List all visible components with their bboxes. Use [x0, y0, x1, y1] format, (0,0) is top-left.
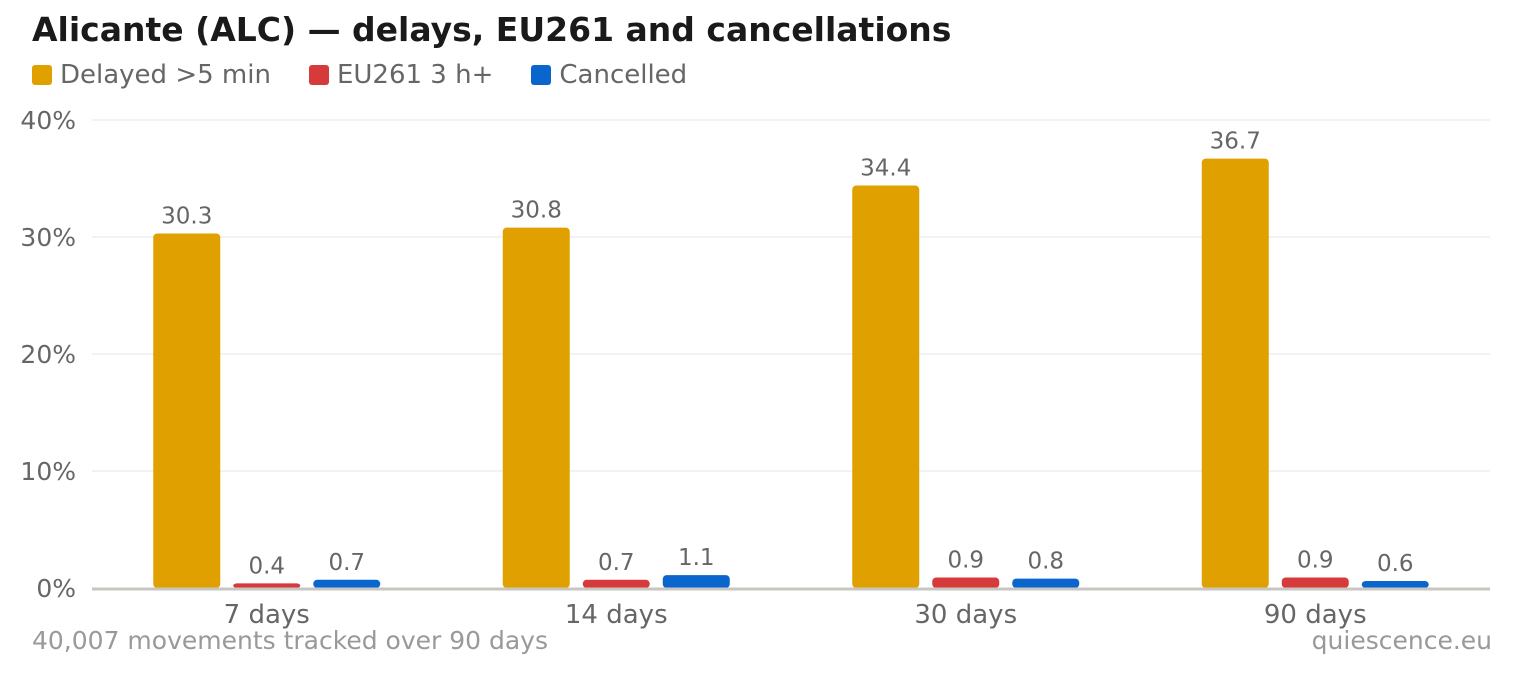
bar: [852, 185, 920, 588]
legend-swatch: [32, 65, 52, 85]
y-tick-label: 20%: [20, 340, 76, 369]
x-tick-label: 30 days: [914, 600, 1017, 630]
data-label: 0.7: [598, 550, 635, 576]
bar: [1012, 578, 1080, 588]
data-label: 0.7: [328, 550, 365, 576]
bar: [233, 583, 301, 588]
source-label: quiescence.eu: [1311, 626, 1492, 655]
legend-item: EU261 3 h+: [308, 60, 494, 90]
data-label: 0.9: [947, 547, 984, 573]
legend-label: Delayed >5 min: [60, 60, 271, 90]
y-tick-label: 30%: [20, 223, 76, 252]
data-label: 0.9: [1297, 547, 1334, 573]
chart-title: Alicante (ALC) — delays, EU261 and cance…: [32, 10, 952, 49]
legend-item: Cancelled: [531, 60, 687, 90]
y-tick-label: 0%: [36, 574, 76, 603]
bar: [502, 227, 570, 588]
bar: [662, 575, 730, 588]
x-tick-label: 90 days: [1264, 600, 1367, 630]
data-label: 0.4: [248, 553, 285, 579]
legend-swatch: [531, 65, 552, 85]
bar: [153, 233, 221, 589]
legend-label: Cancelled: [559, 60, 688, 90]
bar: [313, 579, 381, 588]
bar: [582, 579, 650, 588]
legend-item: Delayed >5 min: [32, 60, 271, 90]
x-tick-label: 14 days: [565, 600, 668, 630]
data-label: 36.7: [1210, 129, 1261, 155]
x-tick-label: 7 days: [224, 600, 310, 630]
data-label: 34.4: [860, 156, 911, 182]
data-label: 1.1: [678, 545, 715, 571]
bar: [932, 577, 1000, 588]
data-label: 30.3: [161, 203, 212, 229]
y-tick-label: 40%: [20, 106, 76, 135]
legend-label: EU261 3 h+: [336, 60, 494, 90]
legend-swatch: [308, 65, 329, 85]
data-label: 30.8: [511, 198, 562, 224]
y-tick-label: 10%: [20, 457, 76, 486]
bar: [1281, 577, 1349, 588]
footer-note: 40,007 movements tracked over 90 days: [32, 626, 548, 655]
legend: Delayed >5 min EU261 3 h+ Cancelled: [32, 60, 725, 90]
bar: [1201, 158, 1269, 589]
data-label: 0.6: [1377, 551, 1414, 577]
bar: [1361, 580, 1429, 588]
data-label: 0.8: [1027, 549, 1064, 575]
